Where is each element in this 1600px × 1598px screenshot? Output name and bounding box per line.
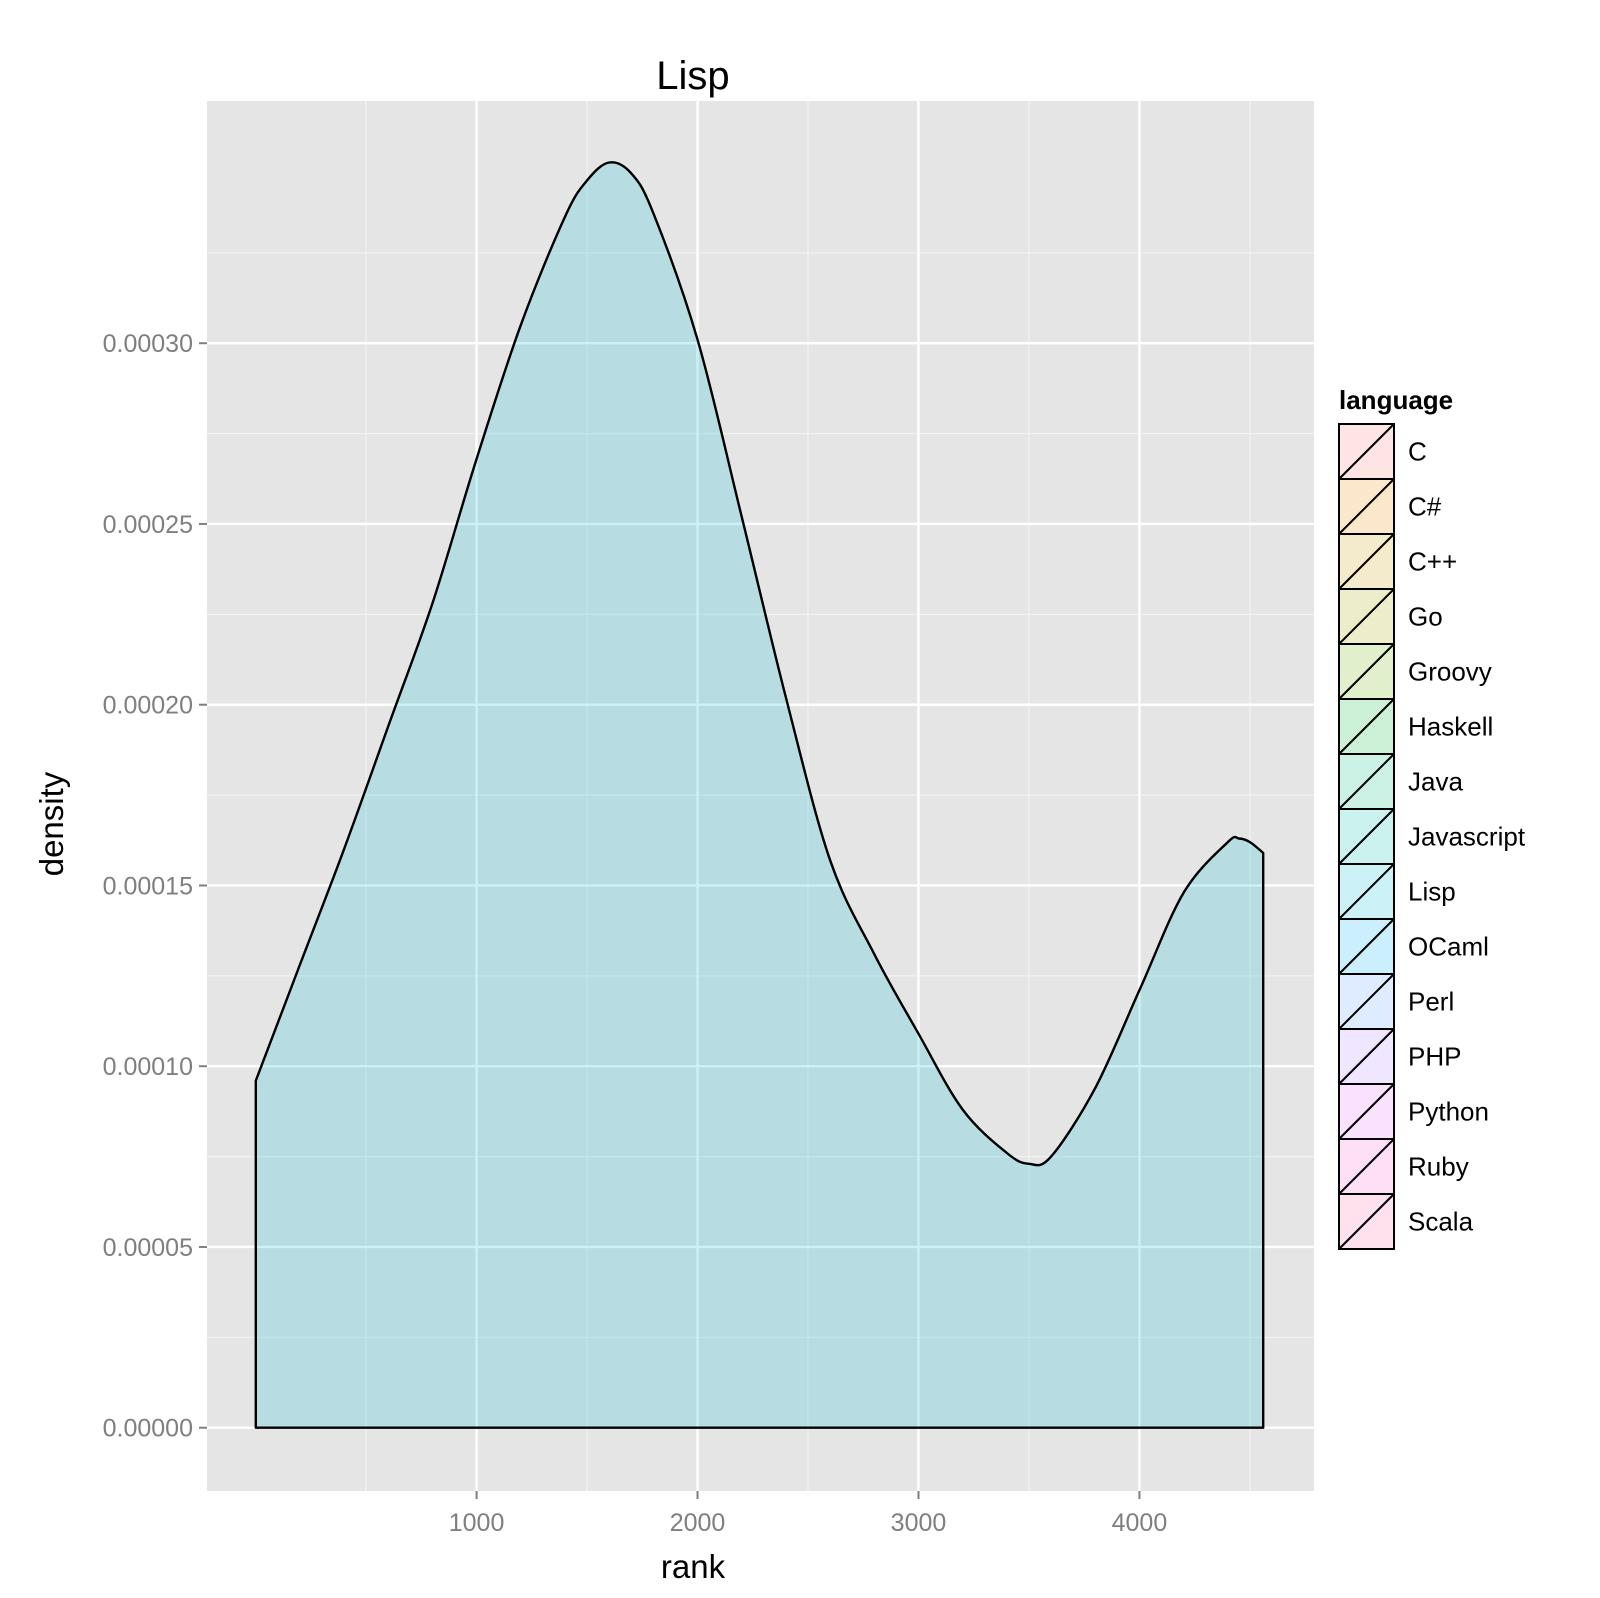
density-area-layer — [254, 161, 1265, 1429]
legend-label: Go — [1408, 602, 1443, 632]
legend-label: Scala — [1408, 1207, 1474, 1237]
legend-label: Python — [1408, 1097, 1489, 1127]
legend: C C# C++ Go Groovy Haskell Java Javascript Lisp O… — [1338, 423, 1526, 1250]
legend-key-slash — [1338, 588, 1395, 645]
legend-key-slash — [1338, 863, 1395, 920]
y-tick-label: 0.00000 — [103, 1415, 193, 1443]
y-tick-label: 0.00015 — [103, 872, 193, 900]
y-tick-label: 0.00010 — [103, 1053, 193, 1081]
legend-key-slash — [1338, 423, 1395, 480]
major-gridlines — [207, 101, 1314, 1491]
x-tick-label: 4000 — [1112, 1509, 1168, 1537]
legend-item: Groovy — [1338, 643, 1492, 700]
legend-item: Java — [1338, 753, 1463, 810]
legend-key-slash — [1338, 1028, 1395, 1085]
legend-item: Python — [1338, 1083, 1489, 1140]
y-tick-label: 0.00020 — [103, 692, 193, 720]
y-tick-label: 0.00005 — [103, 1234, 193, 1262]
legend-item: Perl — [1338, 973, 1454, 1030]
legend-key-slash — [1338, 698, 1395, 755]
legend-key-slash — [1338, 808, 1395, 865]
legend-label: Java — [1408, 767, 1463, 797]
legend-key-slash — [1338, 643, 1395, 700]
y-tick-label: 0.00025 — [103, 511, 193, 539]
legend-label: Haskell — [1408, 712, 1493, 742]
legend-item: C++ — [1338, 533, 1457, 590]
legend-key-slash — [1338, 918, 1395, 975]
x-tick-label: 1000 — [449, 1509, 505, 1537]
legend-label: Ruby — [1408, 1152, 1469, 1182]
legend-item: OCaml — [1338, 918, 1489, 975]
legend-key-slash — [1338, 1193, 1395, 1250]
legend-key-slash — [1338, 973, 1395, 1030]
x-axis-title: rank — [661, 1548, 726, 1585]
legend-key-slash — [1338, 753, 1395, 810]
legend-item: Haskell — [1338, 698, 1493, 755]
legend-label: OCaml — [1408, 932, 1489, 962]
chart-title: Lisp — [656, 54, 729, 98]
legend-title: language — [1339, 385, 1453, 415]
minor-gridlines — [207, 101, 1314, 1491]
legend-label: Groovy — [1408, 657, 1492, 687]
legend-item: Lisp — [1338, 863, 1456, 920]
y-tick-label: 0.00030 — [103, 330, 193, 358]
legend-key-slash — [1338, 478, 1395, 535]
legend-label: PHP — [1408, 1042, 1461, 1072]
legend-label: C# — [1408, 492, 1442, 522]
y-axis-ticks: 0.00000 0.00005 0.00010 0.00015 0.00020 0.000… — [103, 330, 207, 1443]
x-axis-ticks: 1000 2000 3000 4000 — [449, 1491, 1167, 1537]
legend-label: Lisp — [1408, 877, 1456, 907]
legend-item: Go — [1338, 588, 1443, 645]
legend-item: PHP — [1338, 1028, 1461, 1085]
legend-item: Javascript — [1338, 808, 1526, 865]
legend-key-slash — [1338, 1138, 1395, 1195]
legend-item: Scala — [1338, 1193, 1474, 1250]
legend-item: Ruby — [1338, 1138, 1469, 1195]
legend-key-slash — [1338, 533, 1395, 590]
x-tick-label: 2000 — [670, 1509, 726, 1537]
x-tick-label: 3000 — [891, 1509, 947, 1537]
legend-key-slash — [1338, 1083, 1395, 1140]
plot-panel — [207, 101, 1314, 1491]
legend-item: C — [1338, 423, 1427, 480]
y-axis-title: density — [33, 771, 70, 876]
legend-label: C — [1408, 437, 1427, 467]
legend-label: Perl — [1408, 987, 1454, 1017]
series-lisp-density-area — [254, 161, 1265, 1429]
legend-item: C# — [1338, 478, 1442, 535]
legend-label: C++ — [1408, 547, 1457, 577]
legend-label: Javascript — [1408, 822, 1526, 852]
